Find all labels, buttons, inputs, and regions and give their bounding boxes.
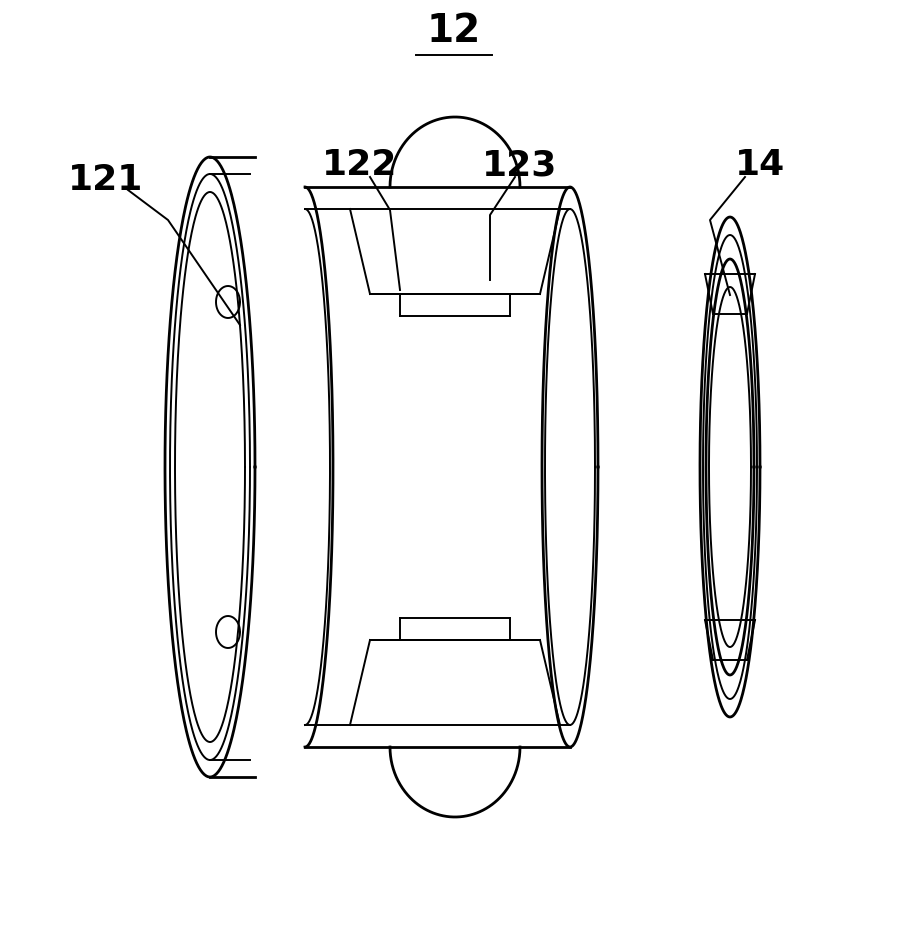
Text: 12: 12: [427, 12, 481, 50]
Text: 14: 14: [735, 148, 785, 182]
Text: 122: 122: [322, 148, 398, 182]
Text: 121: 121: [68, 163, 143, 197]
Text: 123: 123: [482, 148, 558, 182]
